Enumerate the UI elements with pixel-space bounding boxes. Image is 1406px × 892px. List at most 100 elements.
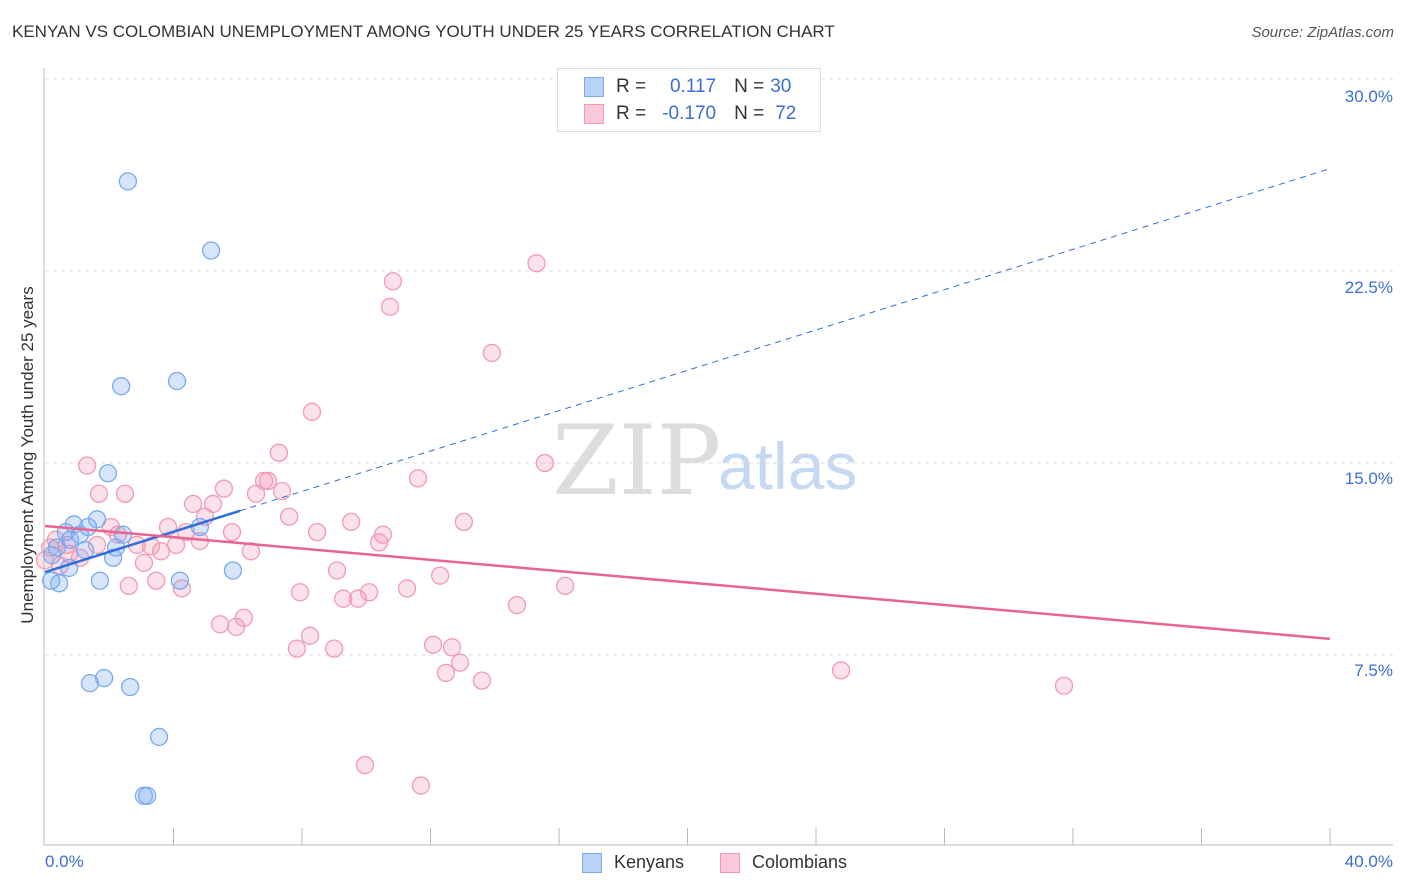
colombians-point — [369, 533, 389, 552]
legend: R = 0.117 N = 30 R = -0.170 N = 72 — [557, 68, 821, 132]
kenyans-point — [201, 241, 221, 260]
kenyans-point — [223, 561, 243, 580]
x-tick-label: 0.0% — [45, 852, 84, 871]
colombians-point — [258, 471, 278, 491]
colombians-point — [272, 482, 292, 501]
colombians-point — [423, 635, 443, 654]
n-label: N = — [734, 76, 765, 97]
colombians-point — [222, 522, 242, 542]
kenyans-point — [120, 677, 140, 697]
colombians-point — [134, 553, 154, 572]
colombians-point — [290, 583, 310, 602]
kenyans-point — [90, 571, 110, 590]
r-value: 0.117 — [669, 76, 717, 97]
colombians-point — [77, 456, 97, 475]
kenyans-point — [170, 571, 190, 590]
colombians-point — [454, 512, 474, 532]
colombians-point — [324, 639, 344, 658]
legend-row-colombians: R = -0.170 N = 72 — [584, 102, 796, 126]
kenyans-point — [76, 540, 95, 560]
kenyans-point — [167, 371, 187, 391]
watermark-zip: ZIP — [552, 405, 722, 517]
colombians-point — [269, 443, 289, 462]
colombians-point — [436, 663, 456, 683]
legend-swatch-blue — [582, 852, 602, 873]
colombians-point — [287, 639, 307, 658]
colombians-point — [119, 576, 138, 596]
colombians-point — [147, 571, 166, 590]
colombians-point — [342, 512, 361, 532]
colombians-point — [411, 776, 431, 795]
watermark-atlas: atlas — [718, 429, 858, 503]
colombians-point — [527, 254, 546, 273]
colombians-point — [450, 653, 470, 672]
colombians-point — [151, 542, 171, 561]
colombians-point — [430, 566, 450, 585]
colombians-trend-line — [44, 524, 1331, 641]
colombians-point — [408, 469, 428, 488]
colombians-point — [1054, 676, 1074, 695]
legend-row-kenyans: R = 0.117 N = 30 — [584, 75, 791, 99]
colombians-point — [359, 583, 379, 602]
legend-swatch-pink — [584, 104, 604, 124]
colombians-point — [87, 535, 107, 555]
colombians-point — [482, 343, 502, 363]
legend-swatch-blue — [584, 77, 604, 97]
colombians-point — [279, 507, 299, 526]
colombians-point — [89, 484, 109, 503]
kenyans-trend-line — [44, 509, 241, 574]
x-tick-label: 40.0% — [1344, 852, 1393, 871]
colombians-point — [214, 479, 234, 498]
y-tick-label: 7.5% — [1354, 661, 1393, 680]
legend-swatch-pink — [720, 852, 740, 873]
colombians-point — [246, 484, 266, 503]
r-label: R = — [616, 103, 647, 124]
colombians-point — [380, 297, 400, 316]
colombians-point — [226, 617, 246, 636]
colombians-point — [383, 272, 403, 291]
kenyans-point — [118, 172, 138, 191]
colombians-point — [348, 589, 368, 608]
n-value: 72 — [775, 103, 797, 124]
colombians-point — [355, 755, 375, 775]
kenyans-point — [94, 668, 114, 688]
kenyans-point — [49, 574, 69, 593]
colombians-point — [300, 626, 320, 645]
colombians-point — [307, 522, 327, 542]
colombians-point — [210, 615, 230, 634]
colombians-point — [442, 638, 462, 657]
kenyans-point — [80, 674, 100, 693]
kenyans-point — [138, 786, 157, 805]
kenyans-point — [42, 546, 62, 565]
kenyans-trend-extension — [239, 168, 1331, 512]
colombians-point — [327, 561, 347, 580]
r-label: R = — [616, 76, 647, 97]
colombians-point — [831, 661, 851, 680]
kenyans-point — [103, 548, 123, 567]
legend-label: Colombians — [752, 852, 848, 872]
y-tick-label: 22.5% — [1344, 278, 1393, 297]
n-value: 30 — [770, 76, 792, 97]
legend-label: Kenyans — [614, 852, 685, 872]
chart-title: KENYAN VS COLOMBIAN UNEMPLOYMENT AMONG Y… — [12, 22, 835, 41]
colombians-point — [472, 671, 492, 690]
kenyans-point — [149, 727, 169, 747]
colombians-point — [555, 576, 575, 596]
legend-item-kenyans: Kenyans — [582, 852, 684, 873]
source-label: Source: ZipAtlas.com — [1251, 24, 1394, 41]
kenyans-point — [98, 464, 118, 483]
colombians-point — [115, 484, 135, 503]
colombians-point — [183, 494, 203, 514]
colombians-point — [507, 595, 527, 615]
r-value: -0.170 — [662, 103, 717, 124]
kenyans-point — [111, 377, 131, 396]
y-tick-label: 30.0% — [1344, 87, 1393, 106]
colombians-point — [302, 402, 322, 421]
colombians-point — [397, 579, 417, 598]
y-tick-label: 15.0% — [1344, 469, 1393, 488]
legend-item-colombians: Colombians — [720, 852, 847, 873]
colombians-point — [333, 589, 353, 608]
n-label: N = — [734, 103, 765, 124]
